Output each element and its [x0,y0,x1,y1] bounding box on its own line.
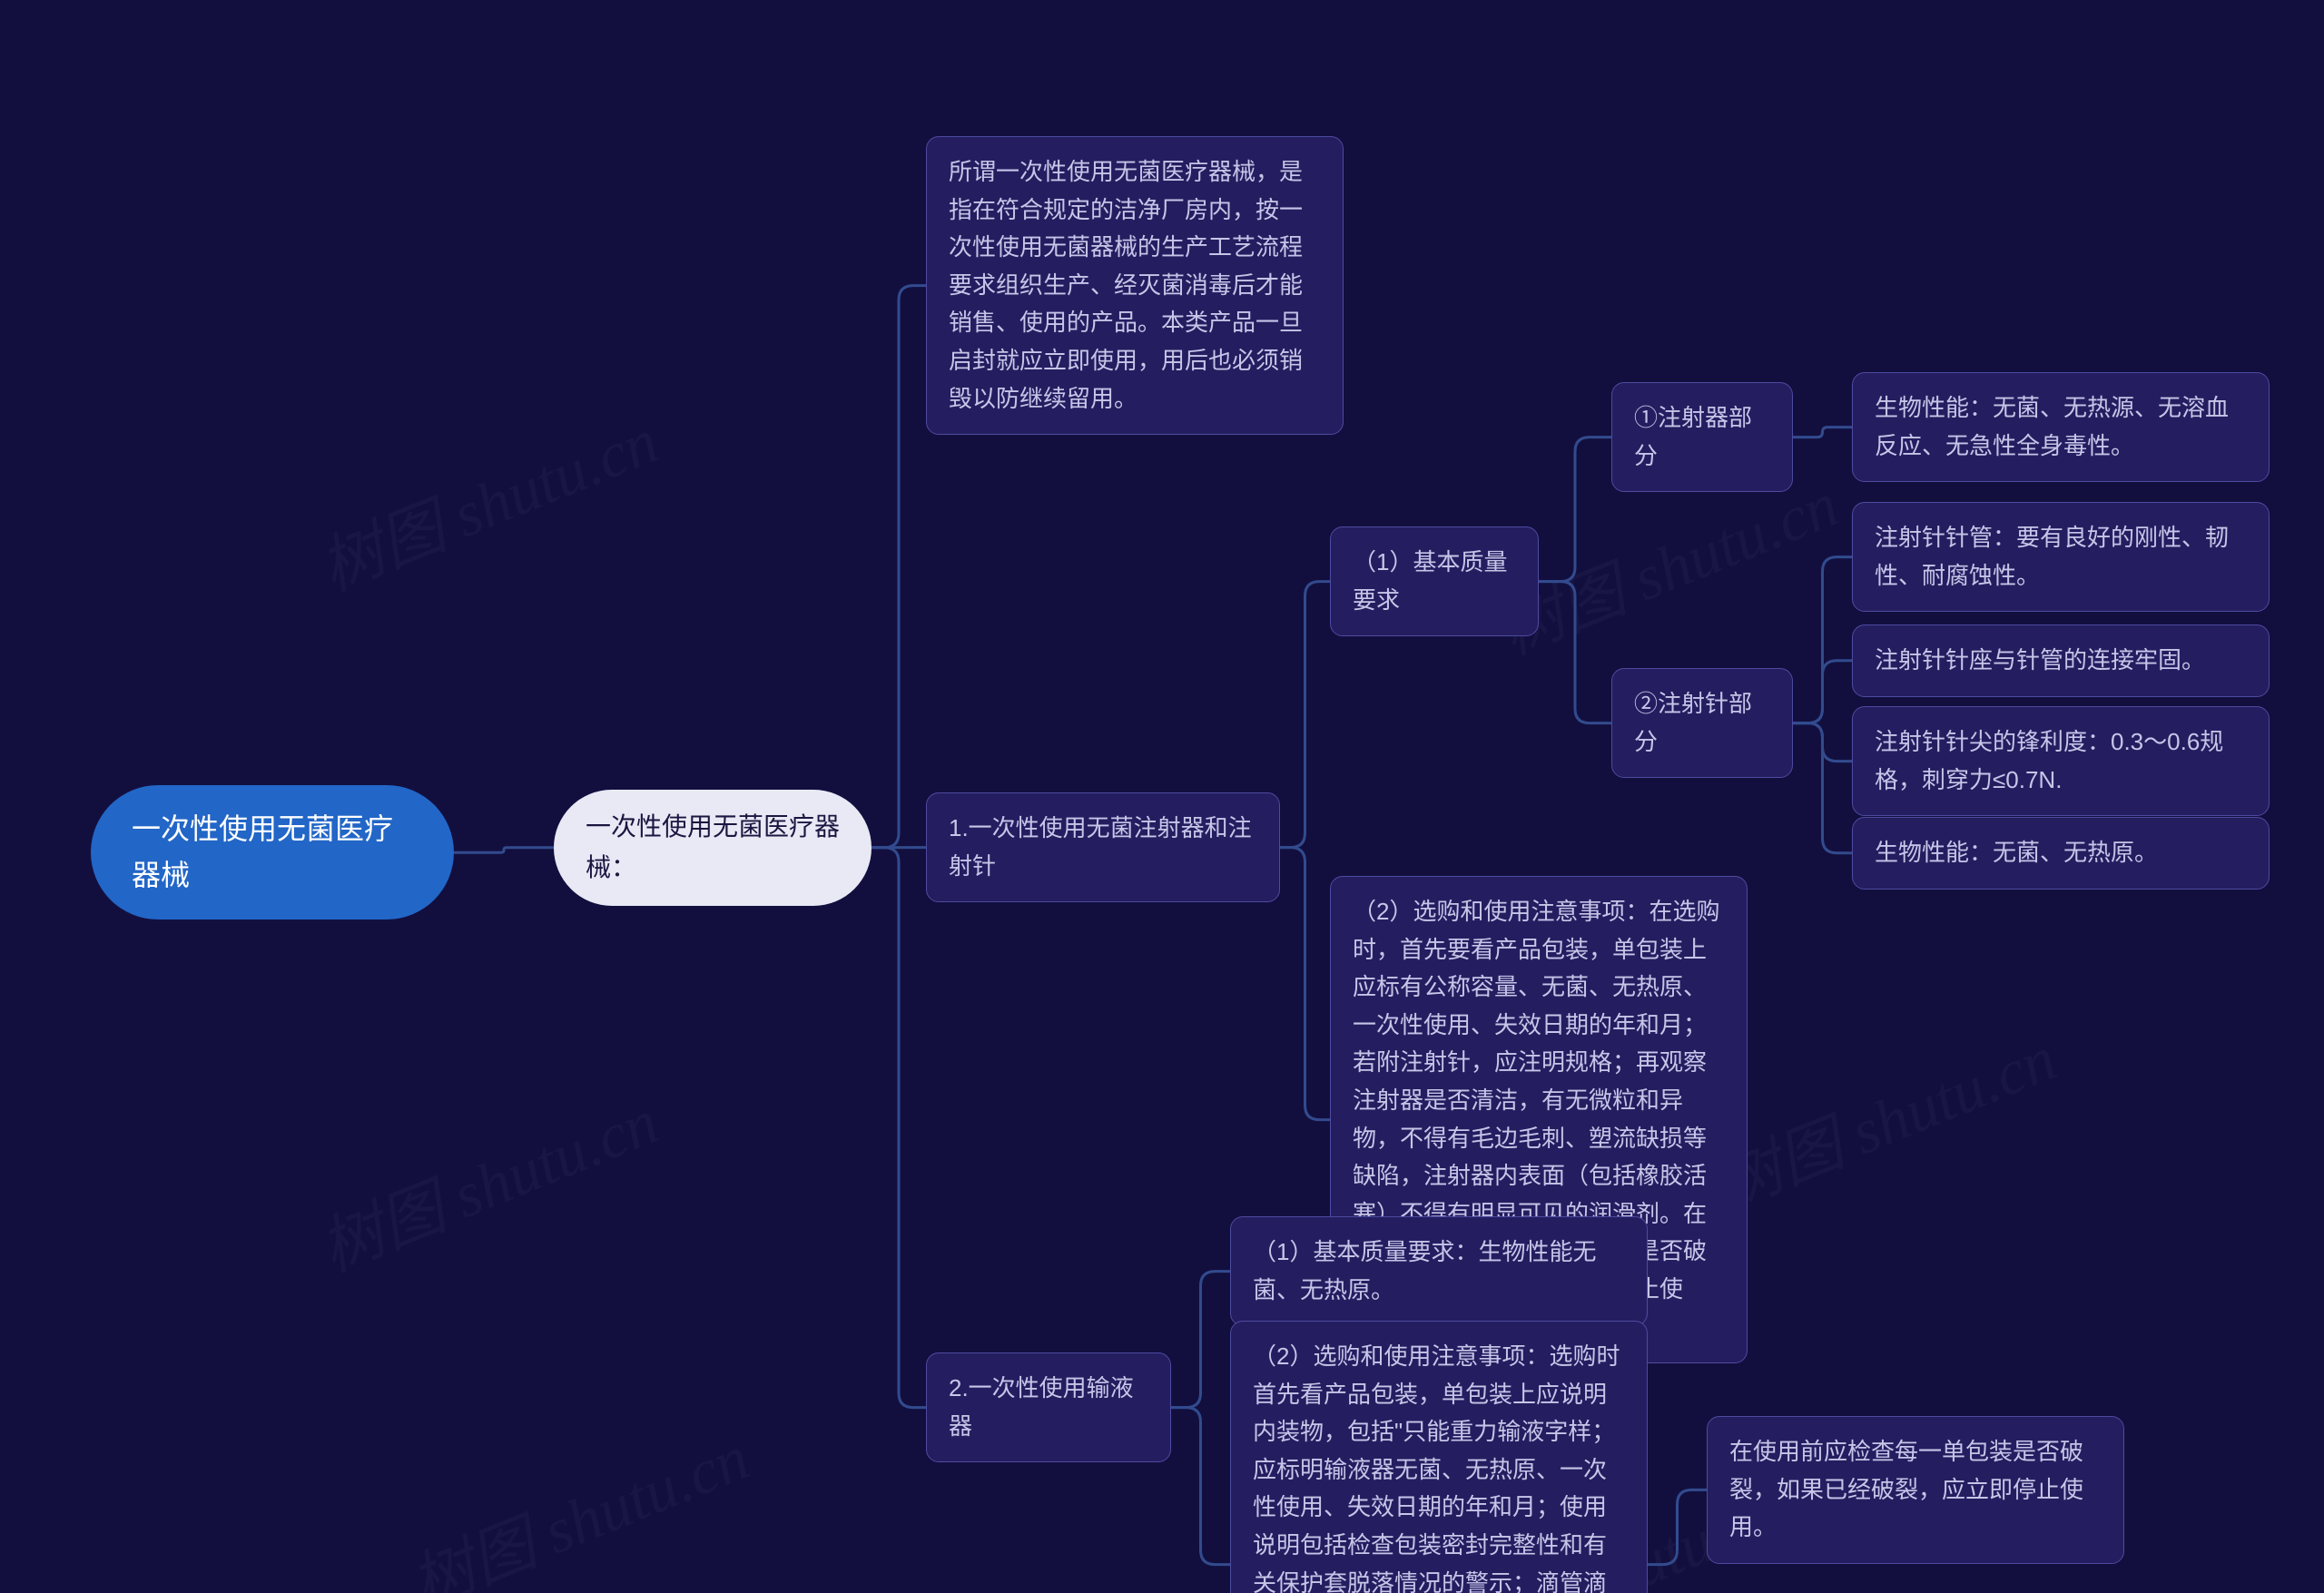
needle-part-node[interactable]: ②注射针部分 [1611,668,1793,778]
section1-node[interactable]: 1.一次性使用无菌注射器和注射针 [926,792,1280,902]
connector [1793,557,1852,723]
connector [1539,438,1611,582]
connector [1793,428,1852,438]
connector [872,286,926,848]
connector [1793,723,1852,853]
connector [1280,582,1330,848]
section1-req-node[interactable]: （1）基本质量要求 [1330,526,1539,636]
root-node[interactable]: 一次性使用无菌医疗器械 [91,785,454,919]
needle-tube-node[interactable]: 注射针针管：要有良好的刚性、韧性、耐腐蚀性。 [1852,502,2270,612]
intro-node[interactable]: 所谓一次性使用无菌医疗器械，是指在符合规定的洁净厂房内，按一次性使用无菌器械的生… [926,136,1344,435]
watermark: 树图 shutu.cn [304,390,669,609]
section2-check-node[interactable]: 在使用前应检查每一单包装是否破裂，如果已经破裂，应立即停止使用。 [1707,1416,2124,1564]
syringe-bio-node[interactable]: 生物性能：无菌、无热源、无溶血反应、无急性全身毒性。 [1852,372,2270,482]
connector [1171,1408,1230,1565]
connector [1280,848,1330,1120]
connector [1793,723,1852,762]
connector [1648,1490,1707,1564]
syringe-part-node[interactable]: ①注射器部分 [1611,382,1793,492]
connector [872,848,926,1408]
section2-req-node[interactable]: （1）基本质量要求：生物性能无菌、无热原。 [1230,1216,1648,1326]
connector [1171,1272,1230,1408]
connector [1793,661,1852,723]
watermark: 树图 shutu.cn [1702,1008,2067,1226]
connector [1539,582,1611,723]
connector [454,848,554,852]
section2-node[interactable]: 2.一次性使用输液器 [926,1352,1171,1462]
level1-node[interactable]: 一次性使用无菌医疗器械： [554,790,872,906]
needle-seat-node[interactable]: 注射针针座与针管的连接牢固。 [1852,624,2270,697]
section2-notice-node[interactable]: （2）选购和使用注意事项：选购时首先看产品包装，单包装上应说明内装物，包括"只能… [1230,1321,1648,1593]
needle-bio-node[interactable]: 生物性能：无菌、无热原。 [1852,817,2270,890]
watermark: 树图 shutu.cn [304,1071,669,1290]
needle-sharp-node[interactable]: 注射针针尖的锋利度：0.3～0.6规格，刺穿力≤0.7N. [1852,706,2270,816]
watermark: 树图 shutu.cn [395,1407,760,1593]
